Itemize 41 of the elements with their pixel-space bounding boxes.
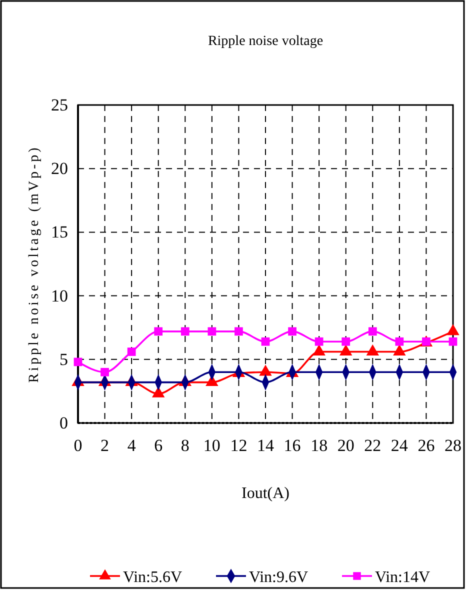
chart-title: Ripple noise voltage [208, 34, 324, 49]
point [74, 358, 82, 366]
x-tick-label: 14 [257, 436, 274, 456]
legend-label: Vin:5.6V [123, 569, 182, 586]
x-tick-label: 24 [390, 436, 408, 456]
point [288, 327, 296, 336]
point [100, 368, 109, 376]
x-tick-label: 22 [364, 436, 382, 456]
y-tick-label: 0 [60, 413, 68, 432]
x-tick-label: 16 [284, 436, 301, 456]
legend-label: Vin:9.6V [249, 569, 308, 586]
point [368, 327, 377, 336]
point [180, 327, 190, 336]
y-tick-label: 5 [60, 350, 68, 369]
y-tick-label: 25 [51, 95, 68, 114]
x-tick-label: 8 [180, 436, 190, 456]
y-tick-label: 15 [51, 222, 68, 242]
x-tick-label: 12 [230, 436, 248, 456]
point [261, 337, 270, 346]
x-tick-label: 18 [310, 436, 328, 456]
x-tick-label: 0 [74, 436, 82, 456]
x-tick-label: 4 [127, 436, 136, 456]
point [448, 337, 458, 346]
point [314, 337, 324, 346]
x-tick-label: 20 [337, 436, 354, 456]
point [208, 327, 216, 336]
point [154, 327, 163, 336]
x-tick-label: 10 [203, 436, 220, 456]
x-tick-label: 26 [418, 436, 435, 456]
x-tick-label: 28 [444, 436, 462, 456]
point [234, 327, 243, 336]
y-tick-label: 20 [51, 159, 68, 178]
y-axis-title: Ripple noise voltage (mVp-p) [27, 145, 42, 383]
y-tick-label: 10 [51, 286, 68, 306]
x-tick-label: 2 [100, 436, 110, 456]
x-tick-label: 6 [154, 436, 163, 456]
point [342, 337, 350, 346]
point [395, 337, 404, 346]
point [127, 348, 136, 356]
x-axis-title: Iout(A) [242, 485, 290, 502]
legend-label: Vin:14V [375, 569, 430, 586]
